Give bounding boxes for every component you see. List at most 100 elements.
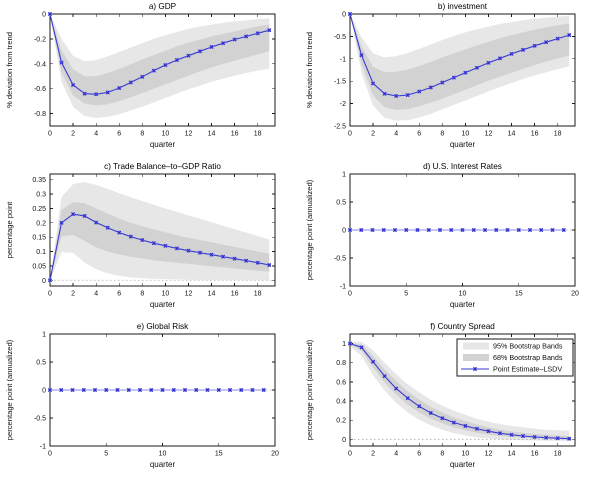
axis-box [49,13,276,127]
x-tick-label: 14 [208,131,216,138]
tick-marks [49,333,276,447]
x-tick-label: 6 [117,131,121,138]
x-tick-label: 20 [571,291,579,298]
x-tick-label: 8 [440,451,444,458]
x-tick-label: 2 [71,131,75,138]
y-axis-label: % deviation from trend [5,32,14,108]
y-tick-label: 0.05 [32,263,46,270]
panel-country-spread: 0 2 4 6 8 10 12 14 16 18 0 0.2 0.4 0.6 0.8 1 f) Country … [300,320,600,478]
y-tick-label: 0.2 [36,220,46,227]
x-tick-label: 10 [159,451,167,458]
y-tick-label: 0 [42,12,46,19]
panel-title: a) GDP [149,2,177,11]
x-tick-label: 12 [485,131,493,138]
chart-svg-us-interest-rates: 0 5 10 15 20 1 0.5 0 -0.5 -1 d) U.S. Interest Rate… [305,162,579,309]
panel-us-interest-rates: 0 5 10 15 20 1 0.5 0 -0.5 -1 d) U.S. Interest Rate… [300,160,600,320]
y-axis-label: percentage point [5,201,14,258]
y-tick-label: -0.5 [334,34,346,41]
panel-trade-balance: 0 2 4 6 8 10 12 14 16 18 0 0.05 0.1 0.15 0.2 0.25 0.3 0.3… [0,160,300,320]
y-tick-label: 0.5 [36,360,46,367]
band-68 [50,14,270,106]
chart-svg-trade-balance: 0 2 4 6 8 10 12 14 16 18 0 0.05 0.1 0.15 0.2 0.25 0.3 0.3… [5,162,276,309]
y-tick-label: 1 [42,332,46,339]
panel-title: d) U.S. Interest Rates [423,162,502,171]
x-tick-label: 8 [440,131,444,138]
x-tick-label: 16 [531,131,539,138]
x-tick-label: 8 [140,291,144,298]
x-axis-label: quarter [150,300,176,309]
x-tick-label: 10 [459,291,467,298]
tick-marks [349,13,575,127]
x-tick-label: 10 [461,451,469,458]
x-tick-label: 18 [254,131,262,138]
axis-box [49,173,276,287]
x-tick-label: 4 [94,131,98,138]
y-tick-label: 0.25 [32,206,46,213]
x-tick-label: 0 [48,131,52,138]
panel-title: e) Global Risk [137,322,189,331]
x-tick-label: 6 [117,291,121,298]
chart-svg-gdp: 0 2 4 6 8 10 12 14 16 18 0 -0.2 -0.4 -0.6 -0.8 a) GDP qu… [5,2,276,149]
y-tick-label: 0.15 [32,235,46,242]
x-tick-label: 18 [554,131,562,138]
x-tick-label: 2 [371,131,375,138]
y-tick-label: 1 [342,341,346,348]
y-axis-label: percentage point (annualized) [305,179,314,280]
x-tick-label: 2 [371,451,375,458]
y-tick-label: 0.35 [32,177,46,184]
x-tick-label: 0 [348,451,352,458]
y-tick-label: -1 [40,444,46,451]
x-tick-label: 14 [508,451,516,458]
y-tick-label: -0.5 [334,256,346,263]
point-markers [48,212,272,283]
x-tick-label: 8 [140,131,144,138]
x-tick-label: 0 [348,291,352,298]
y-tick-label: -0.6 [34,86,46,93]
x-tick-label: 15 [215,451,223,458]
point-markers [348,341,572,441]
y-tick-label: -1 [340,284,346,291]
x-tick-label: 5 [104,451,108,458]
y-tick-label: 0 [342,228,346,235]
y-tick-label: 0.1 [36,249,46,256]
legend-label: 68% Bootstrap Bands [493,353,563,362]
x-axis-label: quarter [450,460,476,469]
x-tick-label: 12 [185,131,193,138]
y-tick-label: 0.4 [336,399,346,406]
band-68 [350,14,570,110]
point-estimate-line [49,13,270,95]
tick-marks [349,334,575,446]
x-tick-label: 15 [515,291,523,298]
point-estimate-line [49,213,270,281]
point-markers [348,12,572,98]
x-tick-label: 12 [485,451,493,458]
x-tick-label: 4 [394,451,398,458]
band-68 [50,202,270,281]
panel-investment: 0 2 4 6 8 10 12 14 16 18 0 -0.5 -1 -1.5 -2 -2.5 b) inves… [300,0,600,160]
x-tick-label: 18 [554,451,562,458]
x-tick-label: 16 [231,291,239,298]
x-tick-label: 0 [348,131,352,138]
panel-title: b) investment [438,2,488,11]
y-tick-label: -0.8 [34,111,46,118]
x-tick-label: 14 [508,131,516,138]
y-tick-label: -0.5 [34,416,46,423]
x-axis-label: quarter [150,460,176,469]
y-tick-label: 0 [342,12,346,19]
legend: 95% Bootstrap Bands 68% Bootstrap Bands Po… [456,338,574,377]
x-tick-label: 4 [394,131,398,138]
x-tick-label: 10 [161,291,169,298]
y-tick-label: -1.5 [334,79,346,86]
panel-global-risk: 0 5 10 15 20 1 0.5 0 -0.5 -1 e) Global Risk quarter… [0,320,300,478]
x-tick-label: 18 [254,291,262,298]
y-tick-label: 0.5 [336,200,346,207]
x-tick-label: 10 [161,131,169,138]
x-tick-label: 16 [231,131,239,138]
chart-svg-investment: 0 2 4 6 8 10 12 14 16 18 0 -0.5 -1 -1.5 -2 -2.5 b) inves… [305,2,576,149]
y-axis-label: % deviation from trend [305,32,314,108]
point-markers [348,228,566,232]
band-68 [350,342,570,440]
y-tick-label: 0.6 [336,379,346,386]
y-tick-label: 0 [42,278,46,285]
